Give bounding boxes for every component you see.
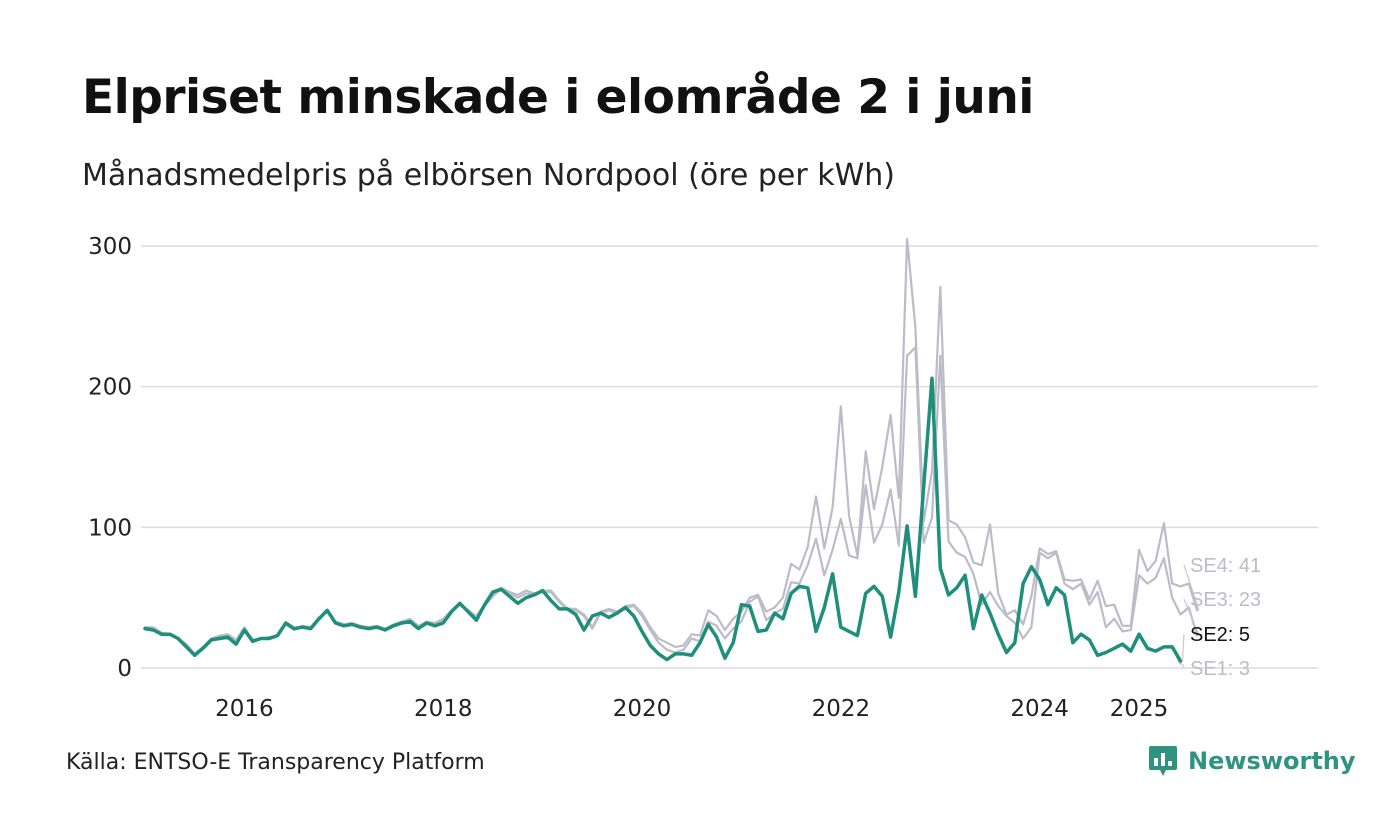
brand-name: Newsworthy xyxy=(1188,747,1356,775)
chart-title: Elpriset minskade i elområde 2 i juni xyxy=(82,70,1034,125)
series-end-labels: SE4: 41 SE3: 23 SE2: 5 SE1: 3 xyxy=(1181,555,1261,680)
x-tick-label: 2025 xyxy=(1110,696,1169,722)
x-tick-labels: 2016 2018 2020 2022 2024 2025 xyxy=(215,696,1168,722)
leader-line xyxy=(1181,633,1185,662)
grid-lines xyxy=(141,245,1318,669)
x-tick-label: 2022 xyxy=(812,696,871,722)
x-tick-label: 2018 xyxy=(414,696,473,722)
chart-subtitle: Månadsmedelpris på elbörsen Nordpool (ör… xyxy=(82,158,895,193)
y-tick-labels: 0 100 200 300 xyxy=(88,234,132,682)
bar-chart-speech-icon xyxy=(1149,746,1177,776)
y-tick-label: 100 xyxy=(88,515,132,541)
x-tick-label: 2016 xyxy=(215,696,274,722)
series-line-se2 xyxy=(143,376,1183,663)
series-label-se4: SE4: 41 xyxy=(1190,555,1261,577)
leader-line xyxy=(1181,663,1185,669)
x-tick-label: 2020 xyxy=(613,696,672,722)
source-note: Källa: ENTSO-E Transparency Platform xyxy=(66,750,485,775)
y-tick-label: 0 xyxy=(117,656,132,682)
brand-logo: Newsworthy xyxy=(1148,744,1356,778)
series-line-se4 xyxy=(143,237,1199,656)
series-line-se3 xyxy=(143,346,1199,656)
series-label-se3: SE3: 23 xyxy=(1190,589,1261,611)
series-lines xyxy=(143,237,1199,665)
x-tick-label: 2024 xyxy=(1010,696,1069,722)
y-tick-label: 300 xyxy=(88,234,132,260)
series-label-se2: SE2: 5 xyxy=(1190,624,1250,646)
series-label-se1: SE1: 3 xyxy=(1190,658,1250,680)
leader-line xyxy=(1183,598,1200,636)
y-tick-label: 200 xyxy=(88,375,132,401)
leader-line xyxy=(1183,564,1200,611)
